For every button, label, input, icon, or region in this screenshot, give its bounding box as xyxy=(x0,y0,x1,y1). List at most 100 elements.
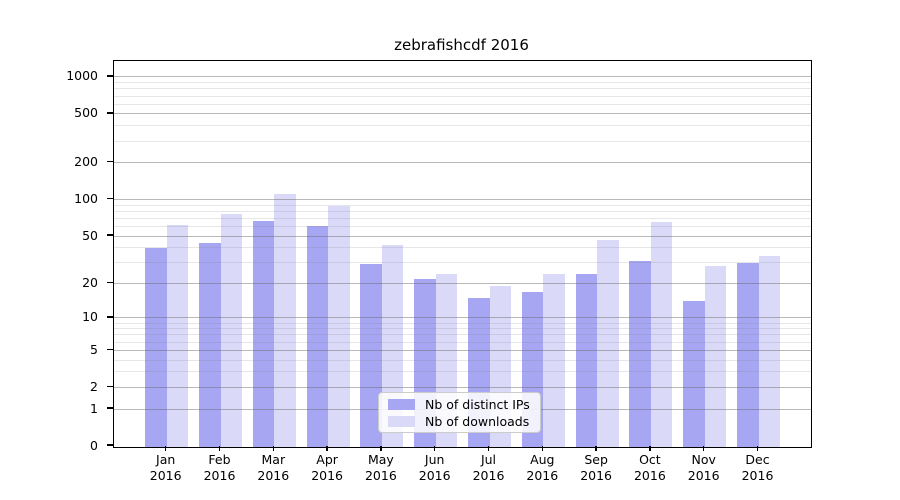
minor-gridline-700 xyxy=(114,95,811,97)
minor-gridline-9 xyxy=(114,322,811,324)
x-tick-label-apr: Apr 2016 xyxy=(311,452,343,483)
plot-area xyxy=(113,60,812,448)
bar-nb-of-distinct-ips-may xyxy=(360,264,382,447)
bar-nb-of-distinct-ips-oct xyxy=(629,260,651,447)
x-tick-label-mar: Mar 2016 xyxy=(257,452,290,483)
x-tick-jun xyxy=(434,446,436,451)
chart-title: zebrafishcdf 2016 xyxy=(394,36,529,54)
legend-item-nb-of-distinct-ips: Nb of distinct IPs xyxy=(379,396,540,413)
bar-nb-of-downloads-nov xyxy=(704,266,727,447)
x-tick-oct xyxy=(649,446,651,451)
minor-gridline-90 xyxy=(114,204,811,206)
minor-gridline-900 xyxy=(114,82,811,84)
y-tick-10 xyxy=(107,316,113,318)
legend-item-nb-of-downloads: Nb of downloads xyxy=(379,413,540,430)
y-tick-label-20: 20 xyxy=(82,274,98,290)
x-tick-label-jul: Jul 2016 xyxy=(472,452,505,483)
x-tick-aug xyxy=(541,446,543,451)
x-tick-feb xyxy=(218,446,221,451)
y-tick-500 xyxy=(107,112,113,114)
y-tick-label-10: 10 xyxy=(82,309,98,325)
minor-gridline-60 xyxy=(114,225,811,227)
minor-gridline-7 xyxy=(114,334,811,336)
bar-nb-of-distinct-ips-dec xyxy=(737,262,759,447)
bar-nb-of-distinct-ips-jan xyxy=(145,247,167,447)
minor-gridline-4 xyxy=(114,359,811,361)
minor-gridline-800 xyxy=(114,88,811,90)
minor-gridline-70 xyxy=(114,217,811,219)
minor-gridline-40 xyxy=(114,247,811,249)
y-tick-200 xyxy=(107,161,113,163)
major-gridline-10 xyxy=(114,317,811,319)
y-tick-label-2: 2 xyxy=(90,378,98,394)
bar-nb-of-downloads-aug xyxy=(543,274,565,447)
x-tick-may xyxy=(380,446,382,451)
bar-nb-of-downloads-dec xyxy=(758,256,780,447)
x-tick-nov xyxy=(703,446,705,451)
legend-swatch-nb-of-distinct-ips xyxy=(388,398,415,410)
major-gridline-1000 xyxy=(114,76,811,78)
bar-nb-of-distinct-ips-mar xyxy=(252,220,275,447)
x-tick-label-sep: Sep 2016 xyxy=(580,452,612,483)
y-tick-label-5: 5 xyxy=(90,341,98,357)
bar-nb-of-distinct-ips-nov xyxy=(683,301,705,447)
legend-label-nb-of-distinct-ips: Nb of distinct IPs xyxy=(425,396,530,412)
y-tick-100 xyxy=(107,197,113,200)
x-tick-sep xyxy=(595,446,597,451)
legend-label-nb-of-downloads: Nb of downloads xyxy=(425,413,530,429)
y-tick-5 xyxy=(107,348,113,350)
x-tick-dec xyxy=(756,446,759,451)
minor-gridline-80 xyxy=(114,210,811,212)
x-tick-label-may: May 2016 xyxy=(364,452,397,483)
x-tick-jan xyxy=(165,446,167,451)
y-tick-label-100: 100 xyxy=(74,191,98,206)
minor-gridline-600 xyxy=(114,103,811,105)
x-tick-label-nov: Nov 2016 xyxy=(687,452,720,483)
minor-gridline-3 xyxy=(114,371,811,373)
bar-nb-of-downloads-mar xyxy=(274,194,296,447)
major-gridline-500 xyxy=(114,113,811,115)
bar-nb-of-downloads-apr xyxy=(328,206,350,447)
x-tick-apr xyxy=(326,446,328,451)
x-tick-jul xyxy=(487,446,490,451)
y-tick-2 xyxy=(107,385,113,387)
y-tick-label-1000: 1000 xyxy=(66,68,98,84)
y-tick-1 xyxy=(107,407,113,409)
bar-nb-of-distinct-ips-sep xyxy=(575,274,598,447)
x-tick-label-jan: Jan 2016 xyxy=(149,452,182,483)
x-tick-label-dec: Dec 2016 xyxy=(741,452,774,483)
major-gridline-200 xyxy=(114,162,811,164)
major-gridline-2 xyxy=(114,386,811,388)
legend-swatch-nb-of-downloads xyxy=(388,415,415,427)
y-tick-label-1: 1 xyxy=(90,400,98,416)
y-tick-50 xyxy=(107,234,113,236)
x-tick-label-jun: Jun 2016 xyxy=(418,452,451,483)
x-tick-label-feb: Feb 2016 xyxy=(203,452,236,483)
minor-gridline-300 xyxy=(114,140,811,142)
y-tick-1000 xyxy=(107,75,113,77)
legend: Nb of distinct IPs Nb of downloads xyxy=(378,392,541,433)
y-tick-label-200: 200 xyxy=(74,154,98,170)
major-gridline-20 xyxy=(114,282,811,284)
major-gridline-50 xyxy=(114,235,811,237)
y-tick-0 xyxy=(107,444,113,446)
major-gridline-5 xyxy=(114,349,811,351)
major-gridline-100 xyxy=(114,199,811,200)
y-tick-label-50: 50 xyxy=(82,227,98,243)
minor-gridline-30 xyxy=(114,262,811,264)
bar-nb-of-downloads-jan xyxy=(166,224,189,447)
x-tick-label-aug: Aug 2016 xyxy=(526,452,559,483)
minor-gridline-400 xyxy=(114,125,811,127)
y-tick-20 xyxy=(107,281,113,284)
y-tick-label-500: 500 xyxy=(74,105,98,121)
x-tick-mar xyxy=(272,446,274,451)
bar-nb-of-distinct-ips-apr xyxy=(306,226,329,447)
y-tick-label-0: 0 xyxy=(90,437,98,453)
bar-nb-of-downloads-oct xyxy=(650,222,673,447)
minor-gridline-8 xyxy=(114,328,811,330)
bar-nb-of-downloads-sep xyxy=(597,240,619,447)
x-tick-label-oct: Oct 2016 xyxy=(633,452,666,483)
minor-gridline-6 xyxy=(114,341,811,343)
bar-nb-of-distinct-ips-feb xyxy=(199,242,221,447)
